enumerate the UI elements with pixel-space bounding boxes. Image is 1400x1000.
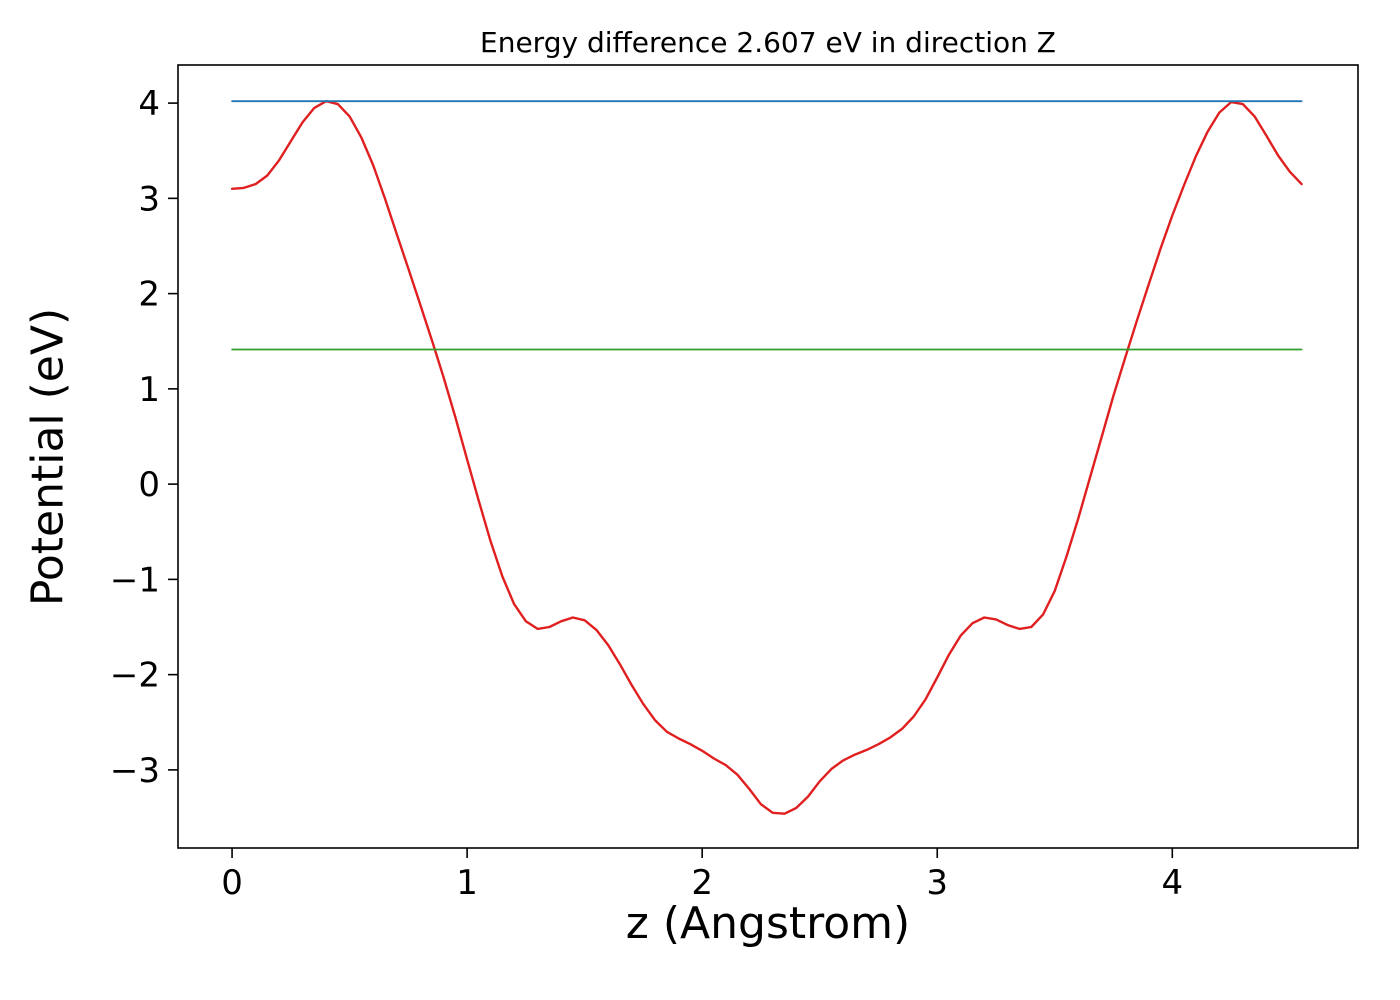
chart-title: Energy difference 2.607 eV in direction …	[480, 26, 1056, 59]
x-tick-label: 1	[456, 863, 478, 903]
plot-border	[177, 64, 1359, 849]
x-tick-label: 4	[1161, 863, 1183, 903]
y-tick-label: 3	[138, 179, 160, 219]
y-axis-label: Potential (eV)	[22, 307, 74, 607]
series-group	[230, 100, 1303, 815]
y-tick-label: −2	[110, 656, 160, 696]
potential-curve	[230, 100, 1303, 815]
x-tick-label: 0	[221, 863, 243, 903]
y-tick-label: 2	[138, 275, 160, 315]
x-tick-label: 2	[691, 863, 713, 903]
y-tick-label: 0	[138, 465, 160, 505]
x-axis-label: z (Angstrom)	[625, 898, 911, 949]
y-tick-label: −1	[110, 560, 160, 600]
y-tick-label: 1	[138, 370, 160, 410]
x-tick-label: 3	[926, 863, 948, 903]
y-tick-label: −3	[110, 751, 160, 791]
y-tick-label: 4	[138, 84, 160, 124]
